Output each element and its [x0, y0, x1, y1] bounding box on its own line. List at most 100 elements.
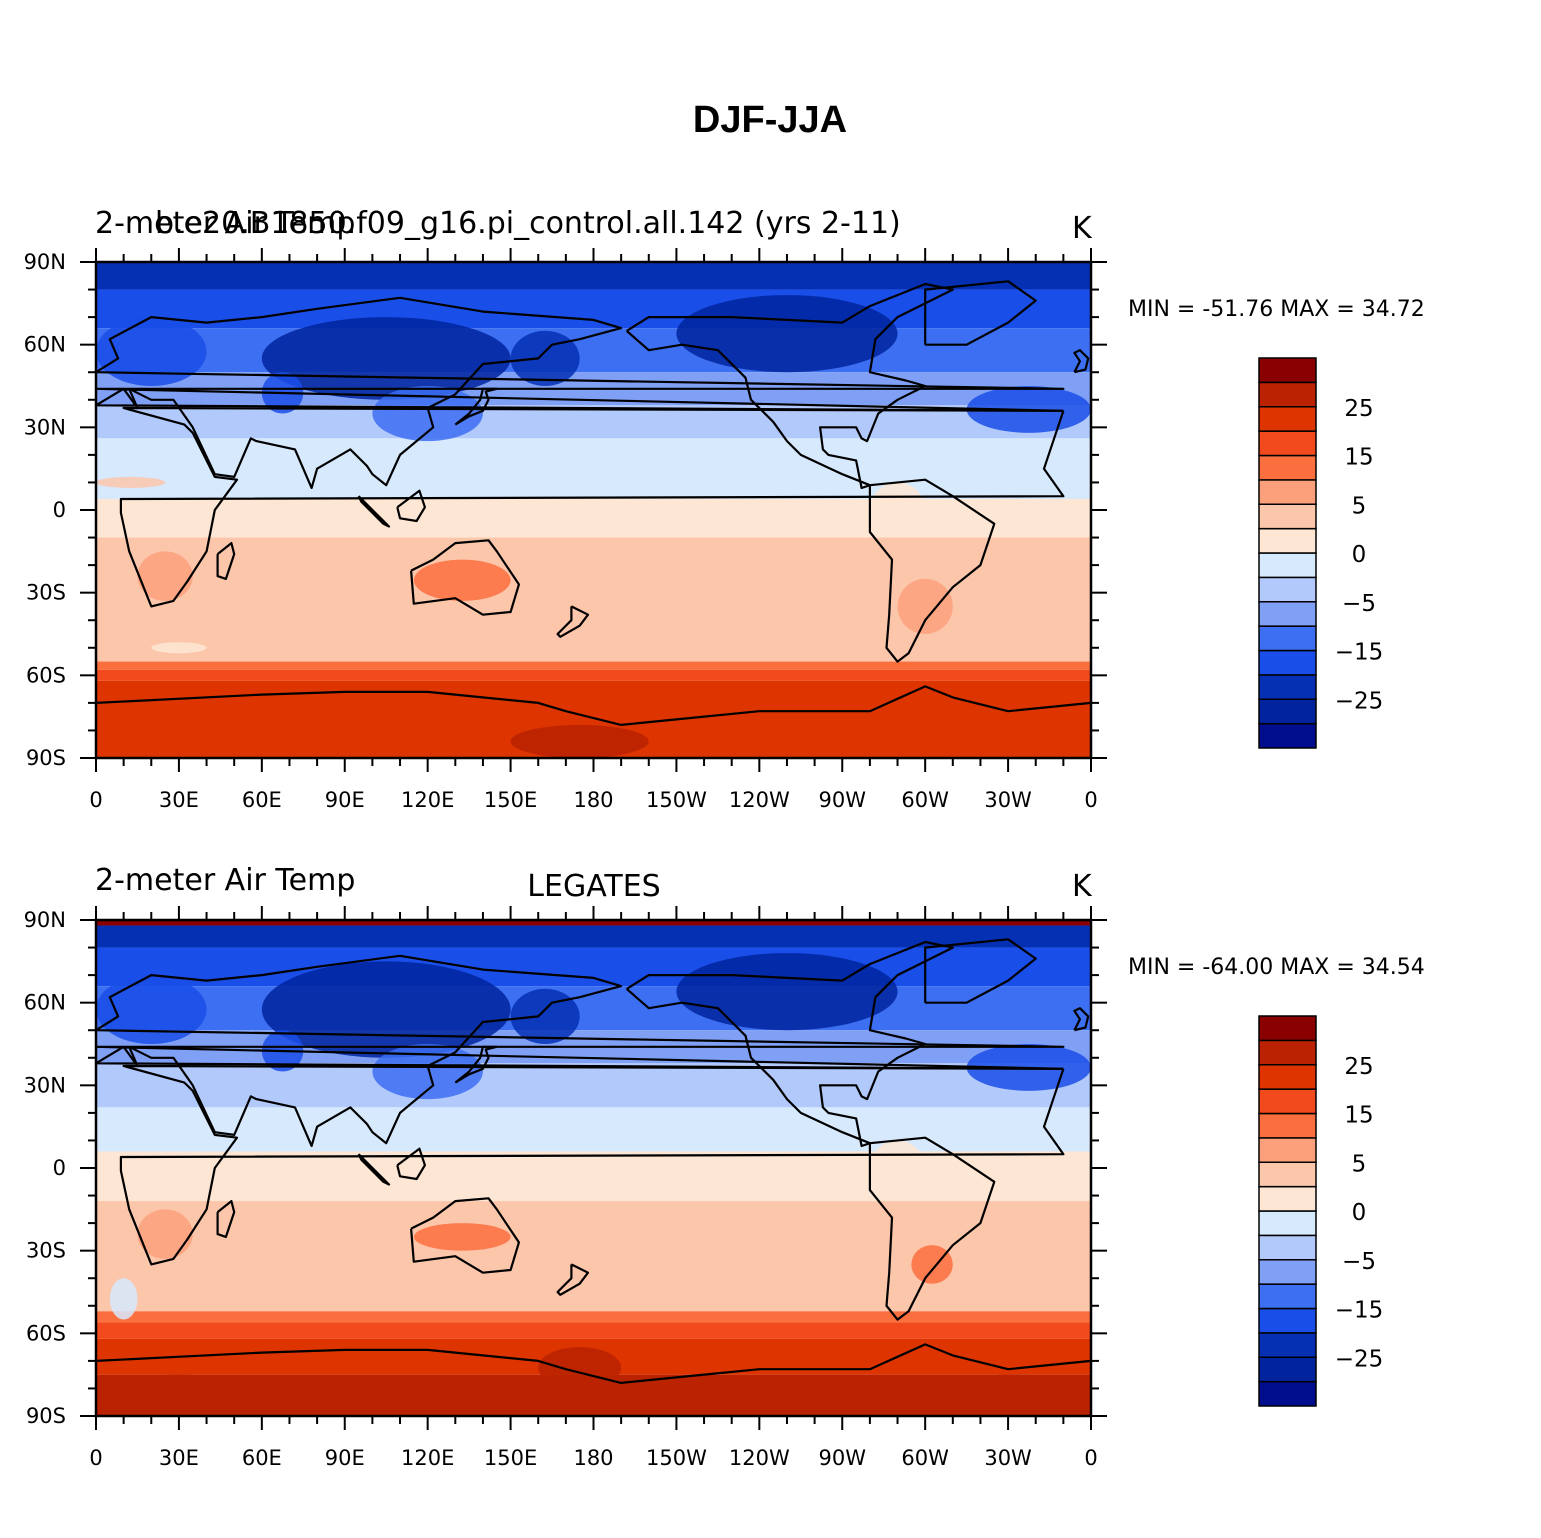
y-tick-label: 90S — [26, 746, 66, 770]
coastline — [95, 685, 1092, 726]
temperature-band — [96, 498, 1091, 538]
colorbar: 25 15 5 0 −5 −15 −25 — [1258, 1015, 1384, 1407]
colorbar-swatch — [1258, 698, 1317, 725]
axis-ticks: 90N 60N 30N 0 30S 60S 90S 0 30E 60E 90E 120E 150E 180… — [24, 248, 1107, 812]
temperature-band — [96, 1311, 1091, 1323]
temperature-band — [96, 1151, 1091, 1202]
y-tick-label: 60N — [24, 991, 66, 1015]
temperature-region — [676, 295, 898, 373]
x-tick-label: 90W — [819, 788, 867, 812]
x-tick-label: 0 — [1084, 1446, 1097, 1470]
temperature-band — [96, 669, 1091, 681]
colorbar-swatch — [1258, 625, 1317, 652]
temperature-region — [95, 975, 207, 1044]
x-tick-label: 30W — [984, 1446, 1032, 1470]
colorbar-swatch — [1258, 1259, 1317, 1285]
x-tick-label: 150W — [646, 788, 707, 812]
colorbar-label: 5 — [1352, 1151, 1367, 1177]
map-panel-observations: 2-meter Air Temp LEGATES K 90N 60N 30N 0 30S… — [24, 863, 1425, 1470]
colorbar-swatch — [1258, 1039, 1317, 1066]
coastline — [357, 1153, 391, 1186]
colorbar-swatch — [1258, 1185, 1317, 1212]
temperature-region — [510, 988, 580, 1044]
colorbar-swatch — [1258, 1015, 1317, 1042]
temperature-region — [897, 578, 953, 634]
colorbar-label: 15 — [1344, 1103, 1373, 1129]
x-tick-label: 30E — [159, 1446, 199, 1470]
temperature-region — [95, 317, 207, 386]
coastline — [94, 296, 1065, 490]
colorbar-label: 0 — [1352, 542, 1367, 568]
coastline — [454, 387, 498, 426]
x-tick-label: 60E — [242, 788, 282, 812]
colorbar-label: −5 — [1342, 591, 1376, 617]
coastline — [94, 954, 1065, 1148]
x-tick-label: 150E — [484, 1446, 537, 1470]
colorbar-label: 0 — [1352, 1200, 1367, 1226]
x-tick-label: 120E — [401, 788, 454, 812]
colorbar-swatch — [1258, 1307, 1317, 1334]
x-tick-label: 0 — [89, 788, 102, 812]
colorbar-label: 25 — [1344, 396, 1373, 422]
temperature-band — [96, 920, 1091, 926]
y-tick-label: 90N — [24, 908, 66, 932]
min-max-label: MIN = -64.00 MAX = 34.54 — [1128, 955, 1425, 980]
temperature-band — [96, 438, 1091, 499]
temperature-band — [96, 1107, 1091, 1152]
panel-left-label: 2-meter Air Temp — [95, 863, 355, 898]
temperature-region — [869, 1140, 926, 1196]
temperature-region — [372, 386, 483, 442]
colorbar-swatch — [1258, 1112, 1317, 1139]
colorbar-label: −15 — [1335, 1298, 1384, 1324]
coastline — [410, 539, 520, 616]
coastline — [868, 478, 996, 663]
x-tick-label: 30W — [984, 788, 1032, 812]
colorbar-swatch — [1258, 1234, 1317, 1261]
coastline — [410, 1197, 520, 1274]
temperature-region — [538, 1347, 622, 1389]
colorbar-label: 15 — [1344, 445, 1373, 471]
x-tick-label: 150E — [484, 788, 537, 812]
y-tick-label: 60S — [26, 1321, 66, 1345]
coastline — [556, 1263, 590, 1296]
temperature-band — [96, 925, 1091, 948]
colorbar-swatch — [1258, 1161, 1317, 1188]
colorbar-swatch — [1258, 601, 1317, 627]
colorbar-swatch — [1258, 479, 1317, 505]
x-tick-label: 60W — [901, 788, 949, 812]
temperature-region — [109, 1278, 138, 1320]
map-panel-model: 2-meter Air Temp b.e20.B1850.f09_g16.pi_… — [24, 206, 1425, 812]
colorbar-swatch — [1258, 406, 1317, 432]
x-tick-label: 180 — [573, 788, 613, 812]
colorbar-swatch — [1258, 1210, 1317, 1237]
temperature-region — [869, 482, 926, 538]
y-tick-label: 0 — [53, 1156, 66, 1180]
x-tick-label: 60W — [901, 1446, 949, 1470]
temperature-region — [137, 1209, 193, 1259]
colorbar: 25 15 5 0 −5 −15 −25 — [1258, 357, 1383, 749]
colorbar-swatch — [1258, 1356, 1317, 1383]
y-tick-label: 30S — [26, 581, 66, 605]
colorbar-label: 25 — [1344, 1054, 1373, 1080]
colorbar-swatch — [1258, 1064, 1317, 1090]
coastline — [625, 940, 954, 1148]
coastline — [216, 542, 236, 580]
coastline — [1073, 349, 1090, 374]
colorbar-swatch — [1258, 454, 1317, 481]
colorbar-swatch — [1258, 1088, 1317, 1115]
figure-title: DJF-JJA — [693, 99, 847, 141]
y-tick-label: 30S — [26, 1239, 66, 1263]
x-tick-label: 0 — [1084, 788, 1097, 812]
axis-ticks: 90N 60N 30N 0 30S 60S 90S 0 30E 60E 90E 120E 150E 180… — [24, 906, 1107, 1470]
temperature-band — [96, 1063, 1091, 1108]
colorbar-swatch — [1258, 576, 1317, 603]
colorbar-swatch — [1258, 552, 1317, 579]
x-tick-label: 120E — [401, 1446, 454, 1470]
panel-left-label: 2-meter Air Temp — [95, 206, 355, 241]
coastline — [924, 938, 1037, 1004]
colorbar-swatch — [1258, 381, 1317, 408]
coastline — [556, 605, 590, 638]
colorbar-swatch — [1258, 674, 1317, 700]
temperature-band — [96, 262, 1091, 290]
